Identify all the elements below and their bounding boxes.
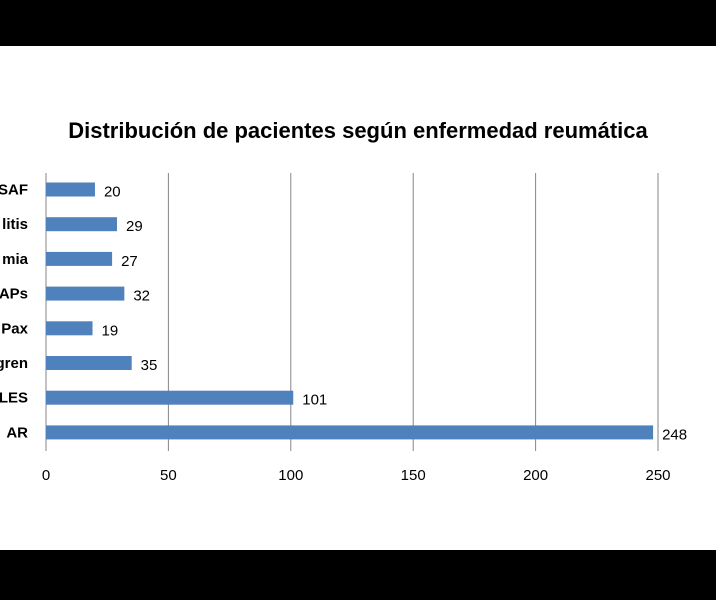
chart-canvas: Distribución de pacientes según enfermed… (0, 46, 716, 550)
bar-SAF (46, 182, 95, 197)
bar-gren (46, 356, 132, 370)
value-label-gren: 35 (141, 357, 158, 374)
bar-LES (46, 390, 294, 405)
bar-Pax (46, 321, 93, 336)
category-label-LES: LES (0, 390, 28, 407)
x-tick-label-0: 0 (42, 467, 50, 484)
x-tick-label-250: 250 (645, 467, 670, 484)
labels: 0 50 100 150 200 250 SAF 20 litis 29 mia 27 APs 32 Pax… (0, 182, 687, 485)
category-label-APs: APs (0, 286, 28, 303)
bars (46, 182, 654, 440)
gridlines (167, 173, 659, 451)
bar-APs (46, 286, 125, 301)
value-label-Pax: 19 (102, 322, 119, 339)
category-label-gren: gren (0, 355, 28, 372)
chart-title: Distribución de pacientes según enfermed… (68, 118, 648, 143)
value-label-litis: 29 (126, 218, 143, 235)
category-label-SAF: SAF (0, 182, 28, 199)
category-label-mia: mia (2, 251, 29, 268)
category-label-AR: AR (6, 424, 28, 441)
category-label-litis: litis (2, 216, 28, 233)
bar-AR (46, 425, 654, 440)
x-tick-label-200: 200 (523, 467, 548, 484)
value-label-APs: 32 (133, 288, 150, 305)
value-label-SAF: 20 (104, 184, 121, 201)
x-tick-label-150: 150 (401, 467, 426, 484)
value-label-AR: 248 (662, 426, 687, 443)
value-label-LES: 101 (302, 392, 327, 409)
bar-litis (46, 217, 117, 232)
x-tick-label-100: 100 (278, 467, 303, 484)
category-label-Pax: Pax (1, 320, 28, 337)
bar-chart: 0 50 100 150 200 250 SAF 20 litis 29 mia 27 APs 32 Pax… (0, 173, 687, 485)
value-label-mia: 27 (121, 253, 138, 270)
x-tick-label-50: 50 (160, 467, 177, 484)
bar-mia (46, 251, 113, 266)
